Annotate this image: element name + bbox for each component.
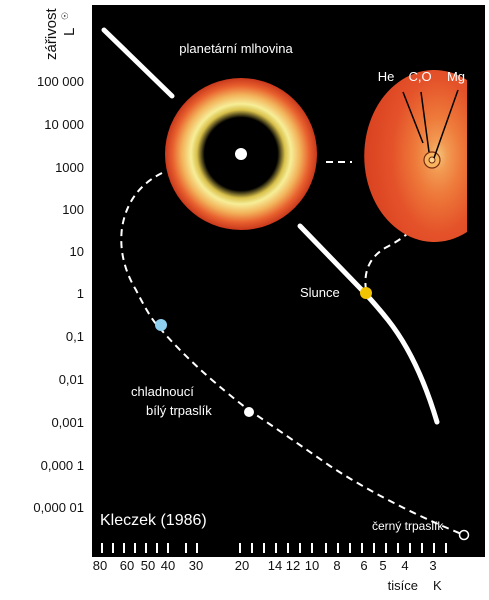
x-tick-label: 10 [305, 558, 319, 573]
core-co-label: C,O [408, 69, 431, 84]
nebula-central-star [235, 148, 247, 160]
x-tick-label: 40 [161, 558, 175, 573]
x-tick-marks [90, 543, 447, 553]
x-tick-label: 20 [235, 558, 249, 573]
y-axis-label: zářivost [43, 7, 60, 60]
nebula-label: planetární mlhovina [179, 41, 293, 56]
x-tick-label: 30 [189, 558, 203, 573]
x-tick-label: 50 [141, 558, 155, 573]
x-tick-label: 8 [333, 558, 340, 573]
y-tick-label: 10 000 [44, 117, 84, 132]
x-tick-label: 80 [93, 558, 107, 573]
black-dwarf-marker [458, 529, 470, 541]
y-tick-label: 10 [70, 244, 84, 259]
y-tick-label: 0,000 01 [33, 500, 84, 515]
hot-white-dwarf-marker [155, 319, 167, 331]
main-sequence-track [101, 27, 175, 99]
x-tick-label: 4 [401, 558, 408, 573]
white-dwarf-label-line1: chladnoucí [131, 384, 194, 399]
y-tick-label: 1 [77, 286, 84, 301]
pointer-mg [433, 89, 459, 159]
x-tick-label: 3 [429, 558, 436, 573]
y-tick-label: 1000 [55, 160, 84, 175]
pointer-co [420, 91, 430, 153]
giant-core-inner [428, 156, 436, 164]
red-giant [364, 70, 467, 242]
pointer-he [402, 91, 424, 144]
cooling-white-dwarf-marker [244, 407, 254, 417]
x-tick-label: 5 [379, 558, 386, 573]
sun-marker [360, 287, 372, 299]
x-tick-label: 12 [286, 558, 300, 573]
y-tick-label: 100 000 [37, 74, 84, 89]
y-tick-label: 100 [62, 202, 84, 217]
y-tick-labels: 100 000 10 000 1000 100 10 1 0,1 0,01 0,… [33, 74, 84, 515]
y-tick-label: 0,1 [66, 329, 84, 344]
x-tick-label: 6 [360, 558, 367, 573]
x-tick-labels: 80 60 50 40 30 20 14 12 10 8 6 5 4 3 [93, 558, 437, 573]
y-axis-unit: L [61, 28, 78, 36]
black-dwarf-label: černý trpaslík [372, 519, 444, 533]
x-tick-label: 60 [120, 558, 134, 573]
white-dwarf-label-line2: bílý trpaslík [146, 403, 212, 418]
core-mg-label: Mg [447, 69, 465, 84]
y-tick-label: 0,000 1 [41, 458, 84, 473]
x-axis-label: tisíce [388, 578, 418, 593]
sun-label: Slunce [300, 285, 340, 300]
y-tick-label: 0,01 [59, 372, 84, 387]
core-he-label: He [378, 69, 395, 84]
x-tick-label: 14 [268, 558, 282, 573]
y-tick-label: 0,001 [51, 415, 84, 430]
x-axis-unit: K [433, 578, 442, 593]
credit-label: Kleczek (1986) [100, 512, 207, 529]
y-axis-unit-sub: ☉ [60, 12, 70, 20]
